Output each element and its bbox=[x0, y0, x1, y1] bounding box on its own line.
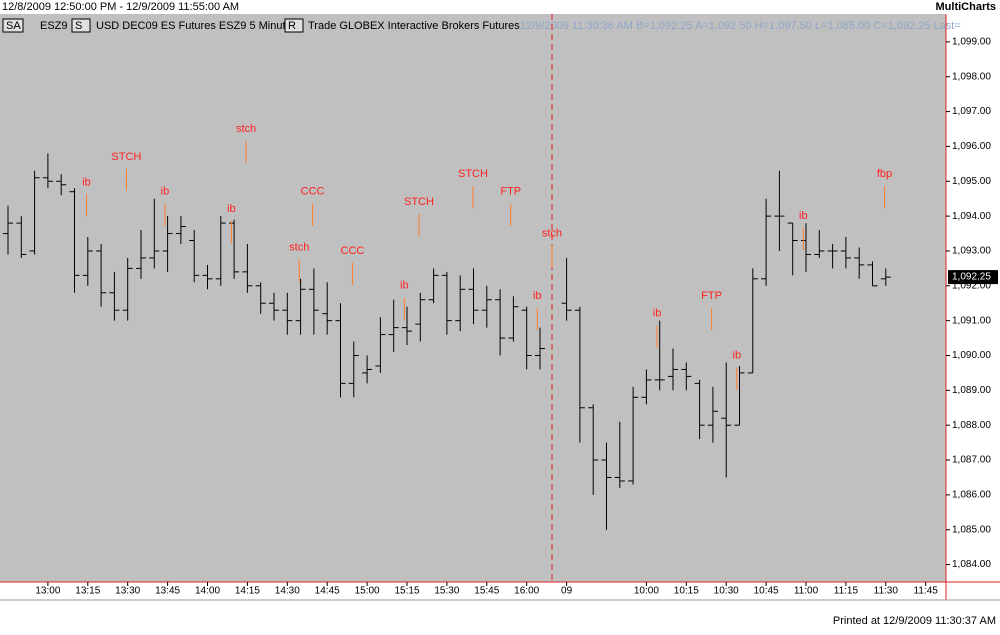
x-tick-label: 13:45 bbox=[155, 586, 180, 597]
x-tick-label: 10:30 bbox=[714, 586, 739, 597]
x-tick-label: 13:30 bbox=[115, 586, 140, 597]
y-tick-label: 1,090.00 bbox=[952, 350, 991, 361]
x-tick-label: 16:00 bbox=[514, 586, 539, 597]
x-tick-label: 11:00 bbox=[794, 586, 819, 597]
y-tick-label: 1,092.00 bbox=[952, 280, 991, 291]
x-tick-label: 14:30 bbox=[275, 586, 300, 597]
x-tick-label: 15:45 bbox=[474, 586, 499, 597]
last-price-label: 1,092.25 bbox=[952, 272, 991, 283]
x-tick-label: 11:15 bbox=[834, 586, 859, 597]
date-range: 12/8/2009 12:50:00 PM - 12/9/2009 11:55:… bbox=[2, 1, 239, 13]
quote: 12/9/2009 11:30:36 AM B=1,092.25 A=1,092… bbox=[520, 20, 961, 32]
annotation: CCC bbox=[341, 245, 365, 257]
annotation: ib bbox=[400, 280, 409, 292]
x-tick-label: 10:45 bbox=[754, 586, 779, 597]
x-tick-label: 10:00 bbox=[634, 586, 659, 597]
annotation: stch bbox=[542, 227, 562, 239]
y-tick-label: 1,093.00 bbox=[952, 246, 991, 257]
button[interactable] bbox=[2, 18, 24, 33]
annotation: ib bbox=[533, 290, 542, 302]
y-tick-label: 1,096.00 bbox=[952, 141, 991, 152]
x-tick-label: 11:45 bbox=[914, 586, 939, 597]
annotation: ib bbox=[799, 210, 808, 222]
app-name: MultiCharts bbox=[936, 1, 997, 13]
last-price-box bbox=[948, 270, 998, 285]
y-tick-label: 1,087.00 bbox=[952, 455, 991, 466]
button-label[interactable]: S bbox=[75, 20, 82, 32]
description: USD DEC09 ES Futures ESZ9 5 Minutes bbox=[96, 20, 298, 32]
feed: Trade GLOBEX Interactive Brokers Futures bbox=[308, 20, 520, 32]
annotation: FTP bbox=[500, 186, 521, 198]
y-tick-label: 1,089.00 bbox=[952, 385, 991, 396]
y-tick-label: 1,091.00 bbox=[952, 315, 991, 326]
x-tick-label: 14:00 bbox=[195, 586, 220, 597]
y-tick-label: 1,099.00 bbox=[952, 37, 991, 48]
y-tick-label: 1,086.00 bbox=[952, 490, 991, 501]
x-tick-label: 11:30 bbox=[874, 586, 899, 597]
footer: Printed at 12/9/2009 11:30:37 AM bbox=[833, 615, 996, 627]
annotation: fbp bbox=[877, 168, 892, 180]
symbol: ESZ9 bbox=[40, 20, 68, 32]
button-label[interactable]: SA bbox=[6, 20, 21, 32]
y-tick-label: 1,085.00 bbox=[952, 524, 991, 535]
x-tick-label: 15:00 bbox=[355, 586, 380, 597]
x-tick-label: 10:15 bbox=[674, 586, 699, 597]
annotation: STCH bbox=[404, 196, 434, 208]
annotation: stch bbox=[289, 241, 309, 253]
y-tick-label: 1,094.00 bbox=[952, 211, 991, 222]
y-tick-label: 1,095.00 bbox=[952, 176, 991, 187]
annotation: ib bbox=[82, 177, 91, 189]
annotation: stch bbox=[236, 123, 256, 135]
x-tick-label: 14:45 bbox=[315, 586, 340, 597]
y-tick-label: 1,084.00 bbox=[952, 559, 991, 570]
annotation: ib bbox=[653, 308, 662, 320]
annotation: CCC bbox=[301, 186, 325, 198]
x-tick-label: 13:15 bbox=[75, 586, 100, 597]
x-tick-label: 13:00 bbox=[35, 586, 60, 597]
x-tick-label: 15:15 bbox=[394, 586, 419, 597]
y-tick-label: 1,097.00 bbox=[952, 106, 991, 117]
button[interactable] bbox=[71, 18, 91, 33]
x-tick-label: 15:30 bbox=[434, 586, 459, 597]
annotation: FTP bbox=[701, 290, 722, 302]
button[interactable] bbox=[284, 18, 304, 33]
y-tick-label: 1,088.00 bbox=[952, 420, 991, 431]
y-tick-label: 1,098.00 bbox=[952, 71, 991, 82]
annotation: STCH bbox=[111, 151, 141, 163]
annotation: ib bbox=[733, 349, 742, 361]
button-label[interactable]: R bbox=[288, 20, 296, 32]
annotation: ib bbox=[161, 186, 170, 198]
x-tick-label: 14:15 bbox=[235, 586, 260, 597]
annotation: ib bbox=[227, 203, 236, 215]
x-tick-label: 09 bbox=[561, 586, 573, 597]
annotation: STCH bbox=[458, 168, 488, 180]
